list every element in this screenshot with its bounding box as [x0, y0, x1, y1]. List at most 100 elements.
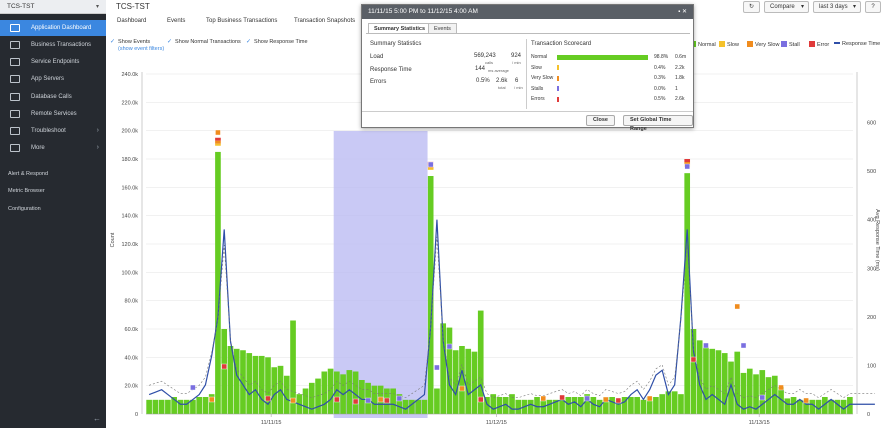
sidebar-item-database-calls[interactable]: Database Calls [0, 89, 106, 105]
main-content: TCS-TST Dashboard Events Top Business Tr… [106, 0, 885, 428]
legend-item-error[interactable]: Error [809, 41, 829, 48]
scorecard-count: 0.6m [675, 54, 687, 60]
tab-top-business-transactions[interactable]: Top Business Transactions [206, 18, 278, 24]
bar [646, 397, 653, 414]
sidebar-item-label: Database Calls [31, 94, 72, 100]
summary-heading: Summary Statistics [370, 41, 422, 47]
bar [409, 399, 415, 414]
scorecard-count: 1.8k [675, 75, 685, 81]
bar [252, 355, 259, 414]
chevron-down-icon: ▾ [852, 4, 856, 10]
bar [240, 350, 246, 414]
nav-configuration[interactable]: Configuration [8, 206, 41, 212]
minimize-icon[interactable]: ▪ [678, 9, 681, 15]
legend-item-stall[interactable]: Stall [781, 41, 800, 48]
tab-events[interactable]: Events [167, 18, 186, 24]
bar [333, 371, 340, 414]
bar [396, 394, 403, 414]
sidebar-item-more[interactable]: More › [0, 140, 106, 156]
bar [565, 397, 572, 414]
show-normal-checkbox[interactable]: ✓ Show Normal Transactions [167, 39, 241, 45]
sidebar-item-troubleshoot[interactable]: Troubleshoot › [0, 123, 106, 139]
errors-per-min: 6 [515, 78, 519, 84]
show-events-checkbox[interactable]: ✓ Show Events [110, 39, 151, 45]
event-marker [559, 394, 565, 401]
y2-tick-label: 300 [867, 266, 876, 272]
event-marker [384, 397, 390, 404]
popup-footer-divider [362, 111, 693, 112]
bar [546, 399, 553, 414]
bar [402, 399, 409, 414]
sidebar-item-label: App Servers [31, 76, 65, 82]
bar [465, 348, 472, 414]
legend-item-very-slow[interactable]: Very Slow [747, 41, 779, 48]
sidebar-item-app-servers[interactable]: App Servers [0, 71, 106, 87]
help-button[interactable]: ? [865, 1, 881, 13]
show-response-checkbox[interactable]: ✓ Show Response Time [246, 39, 308, 45]
sidebar-item-business-transactions[interactable]: Business Transactions [0, 37, 106, 53]
bar [390, 388, 396, 414]
y2-tick-label: 0 [867, 412, 870, 418]
sidebar-item-remote-services[interactable]: Remote Services [0, 106, 106, 122]
scorecard-count: 2.2k [675, 64, 685, 71]
compare-button[interactable]: Compare ▾ [764, 1, 809, 13]
tab-dashboard[interactable]: Dashboard [117, 18, 147, 24]
bar [753, 374, 759, 414]
event-marker [603, 396, 609, 403]
scorecard-label: Normal [531, 54, 548, 60]
load-calls-unit: calls [485, 60, 494, 65]
bar [746, 368, 753, 414]
legend-item-slow[interactable]: Slow [719, 41, 739, 48]
load-per-min-unit: / min [512, 60, 521, 65]
legend-label: Normal [698, 42, 716, 48]
bar [496, 397, 503, 414]
transaction-chart[interactable]: 0 20.0k 40.0k 60.0k 80.0k 100.0k 120.0k 140.0k 1… [106, 0, 885, 428]
y-tick-label: 20.0k [125, 384, 139, 390]
nav-metric-browser[interactable]: Metric Browser [8, 188, 45, 194]
bar [559, 399, 565, 414]
refresh-button[interactable]: ↻ [743, 1, 760, 13]
event-marker [265, 395, 271, 402]
y-tick-label: 60.0k [125, 327, 139, 333]
bar [709, 348, 716, 414]
legend-label: Error [817, 42, 830, 48]
close-button[interactable]: Close [586, 115, 615, 126]
y2-tick-label: 400 [867, 218, 876, 224]
bar [446, 327, 453, 414]
tab-transaction-snapshots[interactable]: Transaction Snapshots [294, 18, 356, 24]
sidebar-item-application-dashboard[interactable]: Application Dashboard [0, 20, 106, 36]
bar [190, 399, 196, 414]
legend-item-response-time[interactable]: Response Time [834, 41, 880, 47]
scorecard-pct: 0.0% [654, 85, 666, 92]
errors-total: 2.6k [496, 78, 508, 84]
chevron-right-icon: › [96, 144, 99, 151]
y-tick-label: 100.0k [121, 270, 138, 276]
scorecard-count: 2.6k [675, 96, 685, 102]
bar [202, 397, 209, 414]
event-marker [540, 395, 546, 402]
response-value: 144 [475, 66, 486, 72]
sidebar-item-service-endpoints[interactable]: Service Endpoints [0, 54, 106, 70]
bar [784, 398, 791, 414]
scorecard-bar [557, 86, 559, 91]
close-icon[interactable]: ✕ [681, 9, 687, 15]
legend-label: Slow [727, 42, 739, 48]
nav-alert-respond[interactable]: Alert & Respond [8, 171, 49, 177]
event-marker [584, 395, 590, 402]
load-label: Load [370, 54, 384, 60]
checkmark-icon: ✓ [110, 39, 116, 45]
sidebar-item-label: Application Dashboard [31, 25, 92, 31]
bar [208, 394, 215, 414]
bar [659, 394, 666, 414]
bar [502, 397, 509, 414]
scorecard-label: Very Slow [531, 75, 554, 81]
set-global-time-range-button[interactable]: Set Global Time Range [623, 115, 693, 132]
arrow-left-icon[interactable]: ← [93, 414, 101, 423]
legend-label: Stall [789, 42, 800, 48]
y-tick-label: 80.0k [125, 299, 139, 305]
bar-veryslow-segment [215, 140, 221, 144]
show-event-filters-link[interactable]: (show event filters) [118, 46, 165, 52]
app-selector[interactable]: TCS-TST ▾ [0, 0, 106, 14]
wrench-icon [10, 127, 20, 135]
time-range-select[interactable]: last 3 days ▾ [813, 1, 861, 13]
